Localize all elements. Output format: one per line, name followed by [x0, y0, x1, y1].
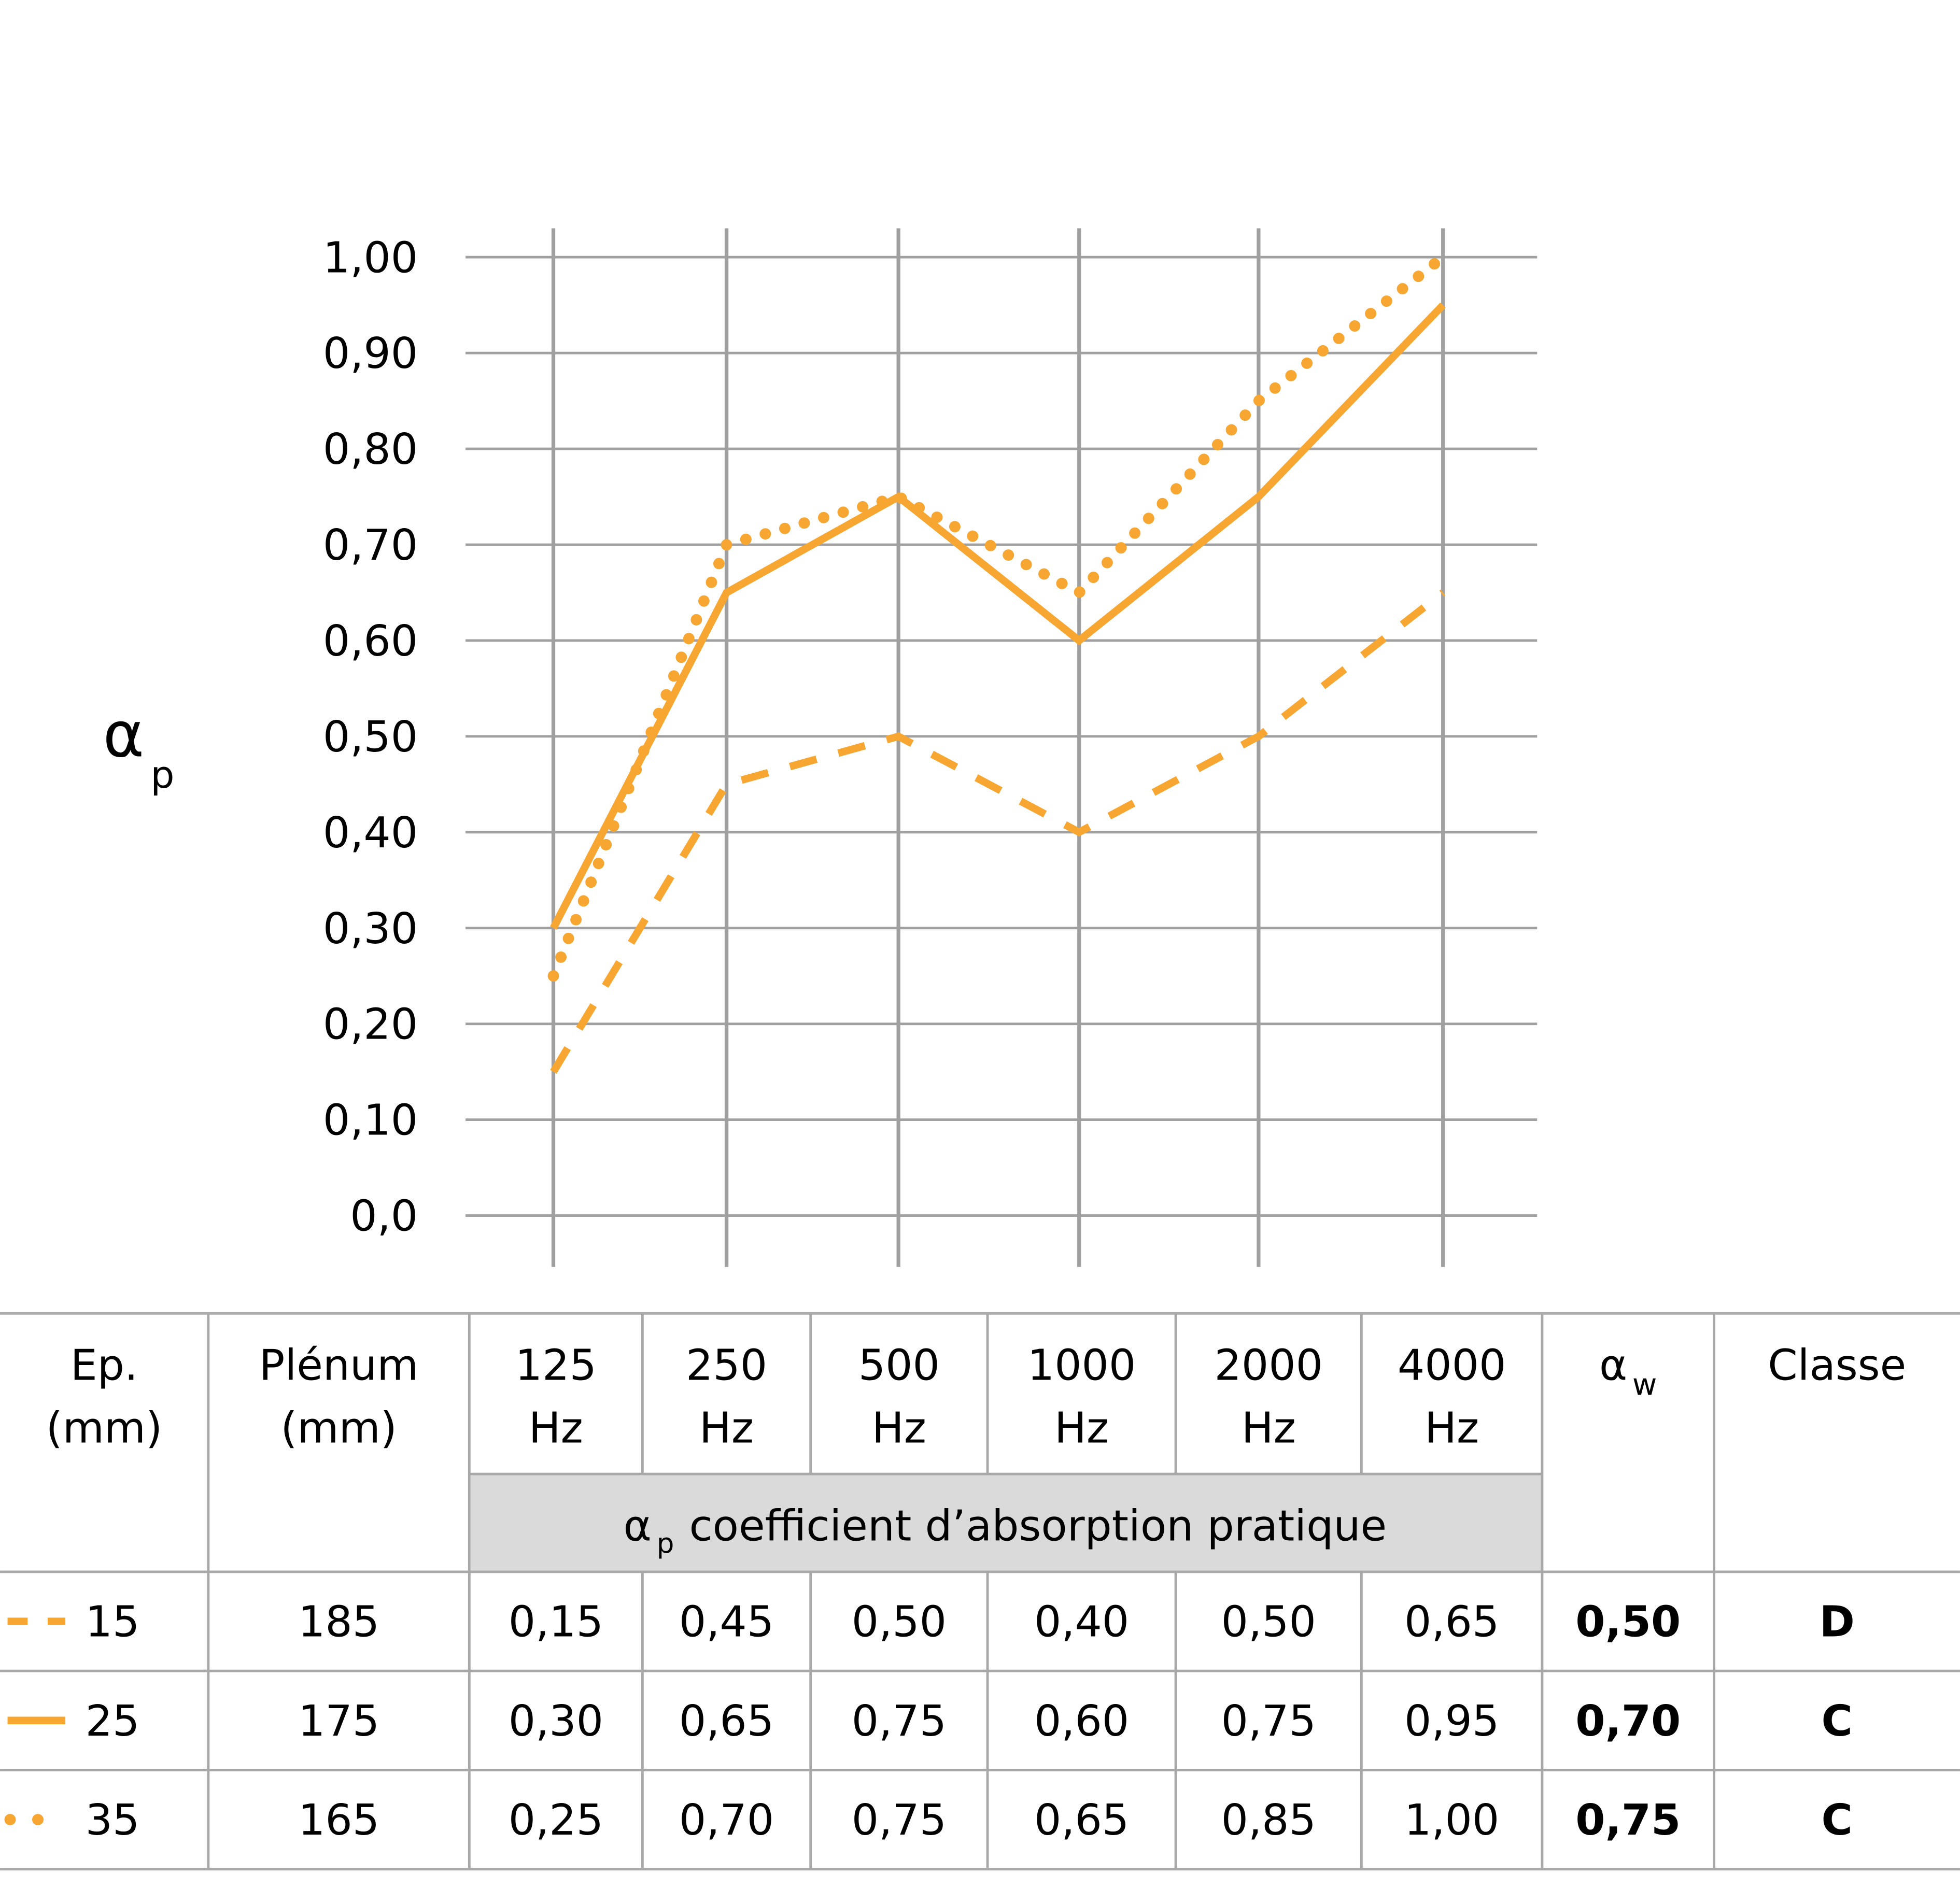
y-axis-label-sub: p	[150, 754, 174, 797]
series-line-15	[550, 589, 1446, 1074]
cell-value: 1,00	[1404, 1796, 1499, 1845]
header-frequency: 1000	[1027, 1341, 1136, 1390]
y-tick-label: 0,90	[323, 329, 418, 378]
header-frequency-unit: Hz	[1054, 1404, 1109, 1453]
band-text: coefficient d’absorption pratique	[689, 1501, 1387, 1551]
cell-value: 0,70	[679, 1796, 774, 1845]
y-tick-label: 0,50	[323, 713, 418, 762]
cell-plenum: 165	[298, 1796, 379, 1845]
series-line-35	[547, 251, 1449, 982]
cell-aw: 0,70	[1575, 1697, 1681, 1746]
header-frequency-unit: Hz	[529, 1404, 583, 1453]
header-classe: Classe	[1768, 1341, 1906, 1390]
header-frequency-unit: Hz	[699, 1404, 754, 1453]
cell-value: 0,25	[509, 1796, 603, 1845]
header-frequency-unit: Hz	[1425, 1404, 1479, 1453]
table-row: 35 165 0,25 0,70 0,75 0,65 0,85 1,00 0,75 C	[4, 1796, 1853, 1845]
header-aw-sub: w	[1632, 1367, 1657, 1402]
cell-value: 0,60	[1034, 1697, 1129, 1746]
cell-value: 0,30	[509, 1697, 603, 1746]
header-frequency: 250	[686, 1341, 767, 1390]
cell-classe: C	[1822, 1796, 1853, 1845]
cell-plenum: 185	[298, 1598, 379, 1647]
cell-ep: 25	[86, 1697, 140, 1746]
y-tick-label: 0,10	[323, 1096, 418, 1145]
cell-value: 0,65	[1034, 1796, 1129, 1845]
header-aw-symbol: α	[1599, 1341, 1627, 1390]
cell-value: 0,40	[1034, 1598, 1129, 1647]
header-frequency-unit: Hz	[872, 1404, 926, 1453]
band-symbol: α	[624, 1501, 652, 1551]
y-tick-label: 0,20	[323, 1000, 418, 1049]
band-background	[470, 1474, 1541, 1571]
cell-classe: C	[1822, 1697, 1853, 1746]
series-line-25	[550, 302, 1446, 930]
cell-ep: 15	[86, 1598, 140, 1647]
header-ep-unit: (mm)	[46, 1404, 163, 1453]
cell-value: 0,75	[852, 1697, 947, 1746]
header-ep: Ep.	[70, 1341, 138, 1390]
table-row: 25 175 0,30 0,65 0,75 0,60 0,75 0,95 0,70 C	[7, 1697, 1853, 1746]
y-axis-label-symbol: α	[103, 699, 145, 772]
cell-value: 0,50	[852, 1598, 947, 1647]
table-row: 15 185 0,15 0,45 0,50 0,40 0,50 0,65 0,50 D	[7, 1598, 1855, 1647]
data-table: Ep. (mm) Plénum (mm) 125 Hz 250 Hz 500 Hz 1000 Hz 20…	[0, 1312, 1960, 1871]
header-frequency: 125	[515, 1341, 597, 1390]
y-tick-label: 1,00	[323, 233, 418, 282]
cell-value: 0,85	[1221, 1796, 1316, 1845]
cell-value: 0,75	[852, 1796, 947, 1845]
cell-value: 0,45	[679, 1598, 774, 1647]
cell-classe: D	[1820, 1598, 1855, 1647]
cell-value: 0,50	[1221, 1598, 1316, 1647]
y-tick-label: 0,30	[323, 904, 418, 954]
header-frequency: 2000	[1215, 1341, 1323, 1390]
header-frequency: 500	[858, 1341, 940, 1390]
header-frequency: 4000	[1398, 1341, 1506, 1390]
band-sub: p	[657, 1528, 674, 1560]
header-plenum-unit: (mm)	[280, 1404, 397, 1453]
cell-ep: 35	[86, 1796, 140, 1845]
y-tick-label: 0,80	[323, 425, 418, 474]
cell-aw: 0,50	[1575, 1598, 1681, 1647]
cell-aw: 0,75	[1575, 1796, 1681, 1845]
cell-value: 0,15	[509, 1598, 603, 1647]
y-tick-label: 0,0	[350, 1192, 418, 1241]
cell-value: 0,95	[1404, 1697, 1499, 1746]
cell-value: 0,65	[1404, 1598, 1499, 1647]
cell-plenum: 175	[298, 1697, 379, 1746]
header-plenum: Plénum	[259, 1341, 419, 1390]
header-frequency-unit: Hz	[1242, 1404, 1296, 1453]
cell-value: 0,75	[1221, 1697, 1316, 1746]
y-tick-label: 0,60	[323, 617, 418, 666]
y-tick-label: 0,70	[323, 521, 418, 570]
cell-value: 0,65	[679, 1697, 774, 1746]
y-tick-label: 0,40	[323, 808, 418, 858]
chart-plot: 0,0 0,10 0,20 0,30 0,40 0,50 0,60 0,70 0,80 0,90 1…	[103, 228, 1538, 1267]
